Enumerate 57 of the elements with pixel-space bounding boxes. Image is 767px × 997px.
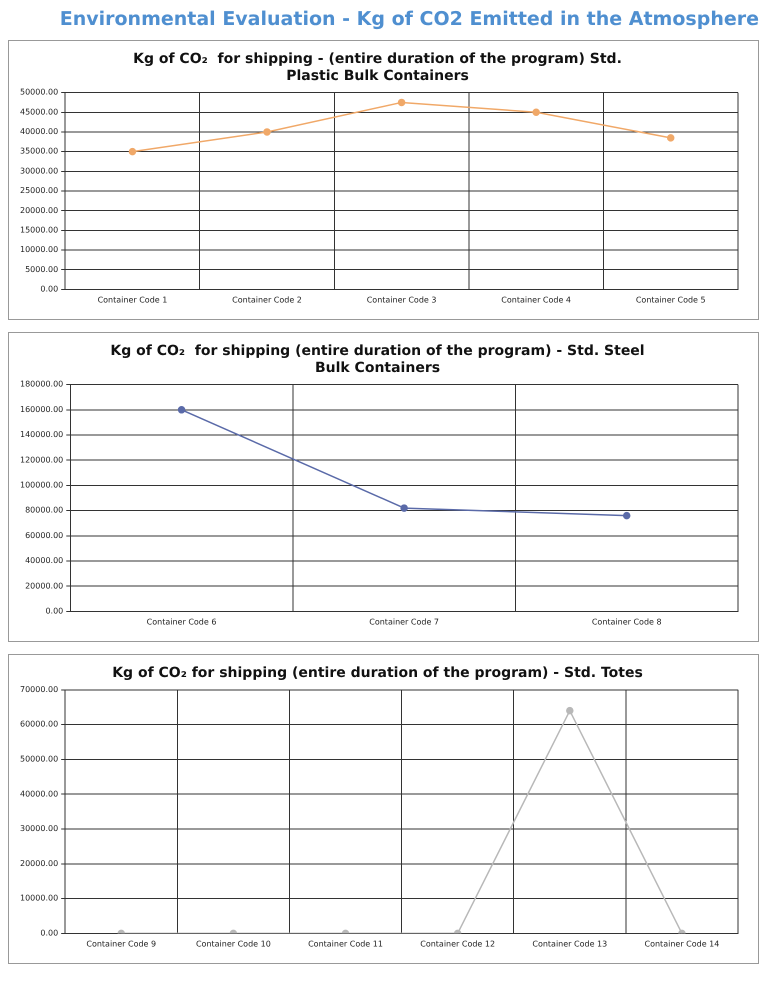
x-tick-label: Container Code 1 bbox=[98, 295, 168, 304]
point bbox=[532, 108, 540, 116]
y-tick-label: 10000.00 bbox=[20, 894, 58, 903]
y-tick-label: 50000.00 bbox=[20, 88, 58, 97]
x-tick-label: Container Code 5 bbox=[636, 295, 706, 304]
point bbox=[622, 512, 630, 520]
y-tick-label: 140000.00 bbox=[20, 430, 64, 440]
x-tick-label: Container Code 8 bbox=[592, 617, 662, 626]
y-tick-label: 0.00 bbox=[45, 606, 64, 616]
y-tick-label: 25000.00 bbox=[20, 186, 58, 196]
y-tick-label: 120000.00 bbox=[20, 455, 64, 464]
y-tick-label: 5000.00 bbox=[25, 264, 58, 274]
point bbox=[666, 134, 674, 142]
y-tick-label: 80000.00 bbox=[25, 506, 64, 515]
text: Bulk Containers bbox=[314, 360, 440, 376]
y-tick-label: 60000.00 bbox=[20, 720, 58, 729]
x-tick-label: Container Code 7 bbox=[369, 617, 440, 626]
point bbox=[263, 128, 271, 136]
text: Kg of CO₂ for shipping - (entire duration of the program) Std. bbox=[133, 51, 622, 68]
y-tick-label: 40000.00 bbox=[20, 127, 58, 136]
x-tick-label: Container Code 14 bbox=[644, 939, 720, 948]
y-tick-label: 70000.00 bbox=[20, 684, 58, 694]
y-tick-label: 0.00 bbox=[40, 928, 58, 938]
text: Plastic Bulk Containers bbox=[286, 68, 469, 84]
y-tick-label: 180000.00 bbox=[20, 380, 64, 389]
y-tick-label: 35000.00 bbox=[20, 146, 58, 156]
text: Environmental Evaluation - Kg of CO2 Emitted in the Atmosphere bbox=[58, 8, 759, 30]
y-tick-label: 50000.00 bbox=[20, 754, 58, 764]
point bbox=[128, 148, 136, 156]
y-tick-label: 0.00 bbox=[40, 284, 58, 294]
y-tick-label: 40000.00 bbox=[25, 556, 64, 566]
x-tick-label: Container Code 2 bbox=[232, 295, 302, 304]
y-tick-label: 40000.00 bbox=[20, 789, 58, 798]
y-tick-label: 10000.00 bbox=[20, 245, 58, 254]
x-tick-label: Container Code 10 bbox=[196, 939, 271, 948]
text: Kg of CO₂ for shipping (entire duration of the program) - Std. Steel bbox=[110, 343, 645, 360]
x-tick-label: Container Code 6 bbox=[146, 617, 216, 626]
x-tick-label: Container Code 3 bbox=[366, 295, 436, 304]
x-tick-label: Container Code 13 bbox=[532, 939, 608, 948]
point bbox=[398, 98, 406, 106]
x-tick-label: Container Code 4 bbox=[501, 295, 572, 304]
y-tick-label: 20000.00 bbox=[20, 858, 58, 868]
y-tick-label: 30000.00 bbox=[20, 824, 58, 834]
y-tick-label: 100000.00 bbox=[20, 480, 64, 490]
y-tick-label: 60000.00 bbox=[25, 530, 64, 540]
chart-title: Kg of CO₂ for shipping (entire duration of the program) - Std. Totes bbox=[112, 665, 643, 682]
x-tick-label: Container Code 9 bbox=[86, 939, 156, 948]
y-tick-label: 45000.00 bbox=[20, 107, 58, 116]
y-tick-label: 30000.00 bbox=[20, 166, 58, 176]
y-tick-label: 160000.00 bbox=[20, 404, 64, 414]
x-tick-label: Container Code 11 bbox=[308, 939, 383, 948]
y-tick-label: 15000.00 bbox=[20, 225, 58, 234]
point bbox=[400, 504, 408, 512]
y-tick-label: 20000.00 bbox=[25, 581, 64, 590]
x-tick-label: Container Code 12 bbox=[420, 939, 496, 948]
y-tick-label: 20000.00 bbox=[20, 206, 58, 215]
point bbox=[178, 406, 186, 414]
